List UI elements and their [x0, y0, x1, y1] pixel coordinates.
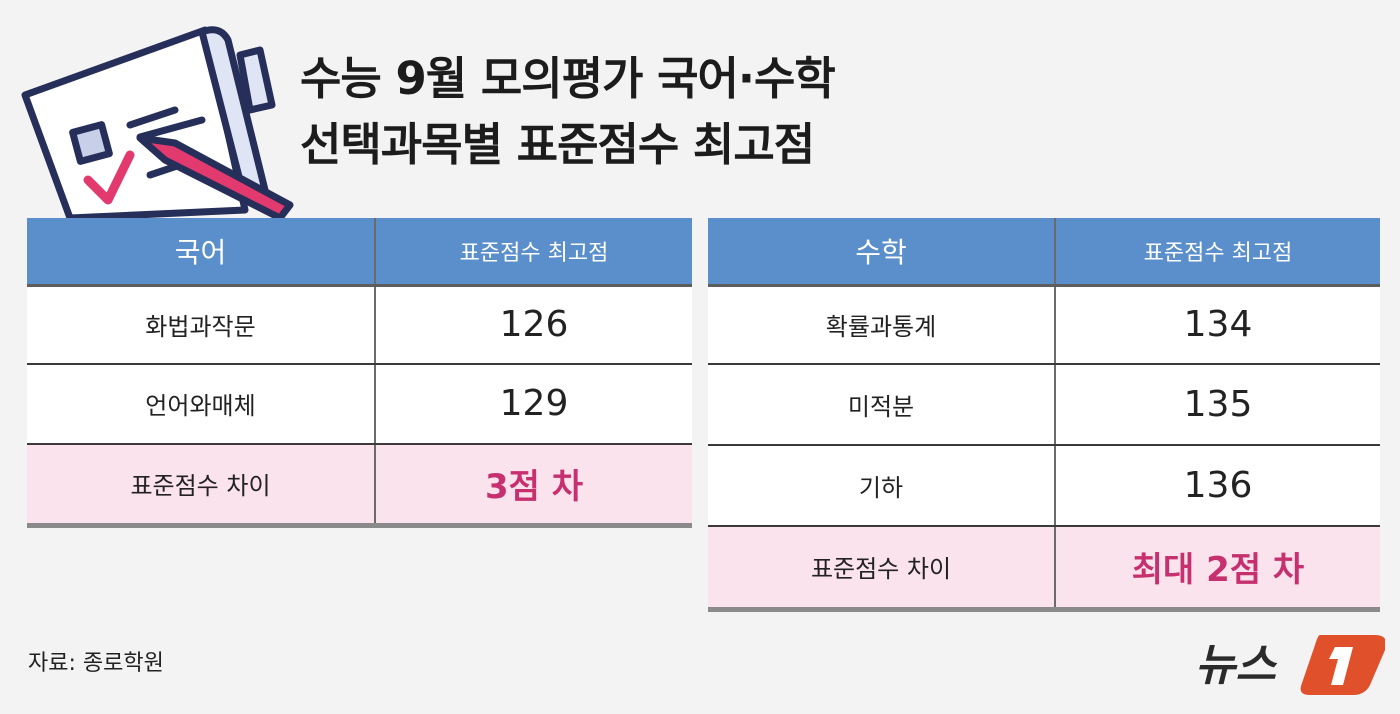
diff-label: 표준점수 차이 — [708, 525, 1055, 612]
title-line-1: 수능 9월 모의평가 국어·수학 — [300, 52, 836, 105]
news1-logo: 뉴스 — [1195, 625, 1387, 704]
score-cell: 136 — [1054, 444, 1380, 527]
subject-cell: 확률과통계 — [708, 285, 1055, 365]
diff-row: 표준점수 차이 최대 2점 차 — [708, 525, 1380, 612]
diff-value: 최대 2점 차 — [1054, 525, 1380, 612]
document-checklist-pencil-icon — [21, 26, 294, 218]
score-cell: 134 — [1054, 285, 1380, 365]
korean-score-table: 국어 표준점수 최고점 화법과작문 126 언어와매체 129 표준점수 차이 … — [27, 218, 692, 528]
table-row: 화법과작문 126 — [27, 285, 692, 365]
subject-cell: 기하 — [708, 444, 1055, 527]
score-cell: 126 — [374, 285, 692, 365]
svg-text:뉴스: 뉴스 — [1195, 640, 1277, 691]
diff-row: 표준점수 차이 3점 차 — [27, 443, 692, 528]
table-row: 언어와매체 129 — [27, 363, 692, 445]
title-line-2: 선택과목별 표준점수 최고점 — [300, 118, 815, 171]
column-header-subject: 국어 — [27, 218, 375, 287]
page-title: 수능 9월 모의평가 국어·수학 선택과목별 표준점수 최고점 — [300, 46, 836, 178]
subject-cell: 미적분 — [708, 363, 1055, 446]
column-header-score: 표준점수 최고점 — [1054, 218, 1380, 287]
subject-cell: 화법과작문 — [27, 285, 375, 365]
news1-logo-icon: 뉴스 — [1195, 635, 1387, 695]
math-score-table: 수학 표준점수 최고점 확률과통계 134 미적분 135 기하 136 표준점… — [708, 218, 1380, 612]
column-header-score: 표준점수 최고점 — [374, 218, 692, 287]
subject-cell: 언어와매체 — [27, 363, 375, 445]
source-note: 자료: 종로학원 — [28, 651, 164, 676]
column-header-subject: 수학 — [708, 218, 1055, 287]
table-header: 수학 표준점수 최고점 — [708, 218, 1380, 287]
score-cell: 135 — [1054, 363, 1380, 446]
table-row: 미적분 135 — [708, 363, 1380, 446]
table-header: 국어 표준점수 최고점 — [27, 218, 692, 287]
score-cell: 129 — [374, 363, 692, 445]
diff-value: 3점 차 — [374, 443, 692, 528]
table-row: 확률과통계 134 — [708, 285, 1380, 365]
diff-label: 표준점수 차이 — [27, 443, 375, 528]
table-row: 기하 136 — [708, 444, 1380, 527]
